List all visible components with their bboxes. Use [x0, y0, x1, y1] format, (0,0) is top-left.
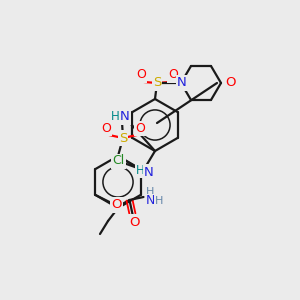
Text: H: H	[111, 110, 119, 122]
Text: N: N	[146, 194, 155, 208]
Text: S: S	[153, 76, 161, 89]
Text: N: N	[144, 166, 154, 178]
Text: H: H	[146, 187, 155, 197]
Text: O: O	[111, 199, 122, 212]
Text: O: O	[225, 76, 235, 89]
Text: O: O	[168, 68, 178, 82]
Text: N: N	[120, 110, 130, 124]
Text: O: O	[101, 122, 111, 134]
Text: H: H	[155, 196, 164, 206]
Text: O: O	[135, 122, 145, 134]
Text: O: O	[129, 215, 140, 229]
Text: N: N	[177, 76, 187, 89]
Text: O: O	[136, 68, 146, 82]
Text: H: H	[136, 164, 144, 178]
Text: Cl: Cl	[112, 154, 124, 167]
Text: S: S	[119, 131, 127, 145]
